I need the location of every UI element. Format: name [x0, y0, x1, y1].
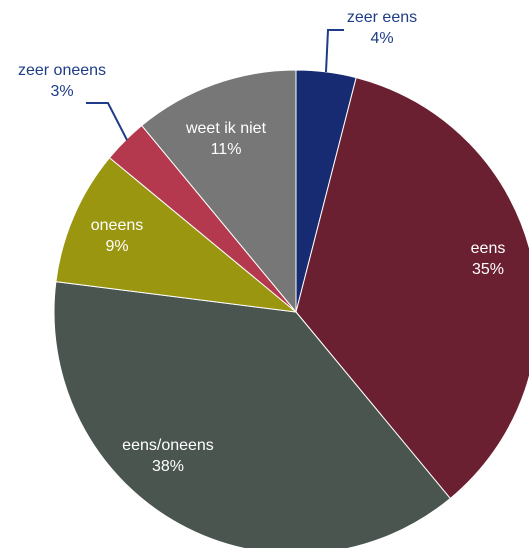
pie-slice-weet-ik-niet — [141, 69, 297, 314]
pie-slice-eens — [295, 76, 529, 500]
slice-label-weet-ik-niet: weet ik niet 11% — [185, 120, 267, 158]
slice-labels: zeer eens 4% eens 35% eens/oneens 38% oneens 9%… — [18, 9, 505, 475]
slice-label-value: 35% — [472, 261, 504, 278]
leader-lines — [86, 29, 344, 141]
pie-slice-eens-oneens — [53, 281, 451, 548]
slice-label-name: eens — [471, 240, 506, 257]
slice-label-name: eens/oneens — [122, 437, 214, 454]
slice-label-value: 11% — [211, 141, 242, 158]
slice-label-name: zeer oneens — [18, 62, 106, 79]
pie-slice-oneens — [55, 157, 298, 313]
slice-label-value: 3% — [50, 83, 73, 100]
slice-label-zeer-oneens: zeer oneens 3% — [18, 62, 106, 100]
slice-label-name: zeer eens — [347, 9, 417, 26]
slice-label-value: 38% — [152, 458, 184, 475]
leader-line-zeer-oneens — [86, 102, 128, 141]
slice-label-value: 4% — [370, 30, 393, 47]
leader-line-zeer-eens — [325, 29, 344, 73]
pie-slices — [53, 69, 529, 548]
slice-label-zeer-eens: zeer eens 4% — [347, 9, 417, 47]
slice-label-name: weet ik niet — [185, 120, 267, 137]
slice-label-value: 9% — [105, 238, 128, 255]
slice-label-name: oneens — [91, 217, 144, 234]
slice-label-eens-oneens: eens/oneens 38% — [122, 437, 214, 475]
slice-label-eens: eens 35% — [471, 240, 506, 278]
slice-label-oneens: oneens 9% — [91, 217, 144, 255]
